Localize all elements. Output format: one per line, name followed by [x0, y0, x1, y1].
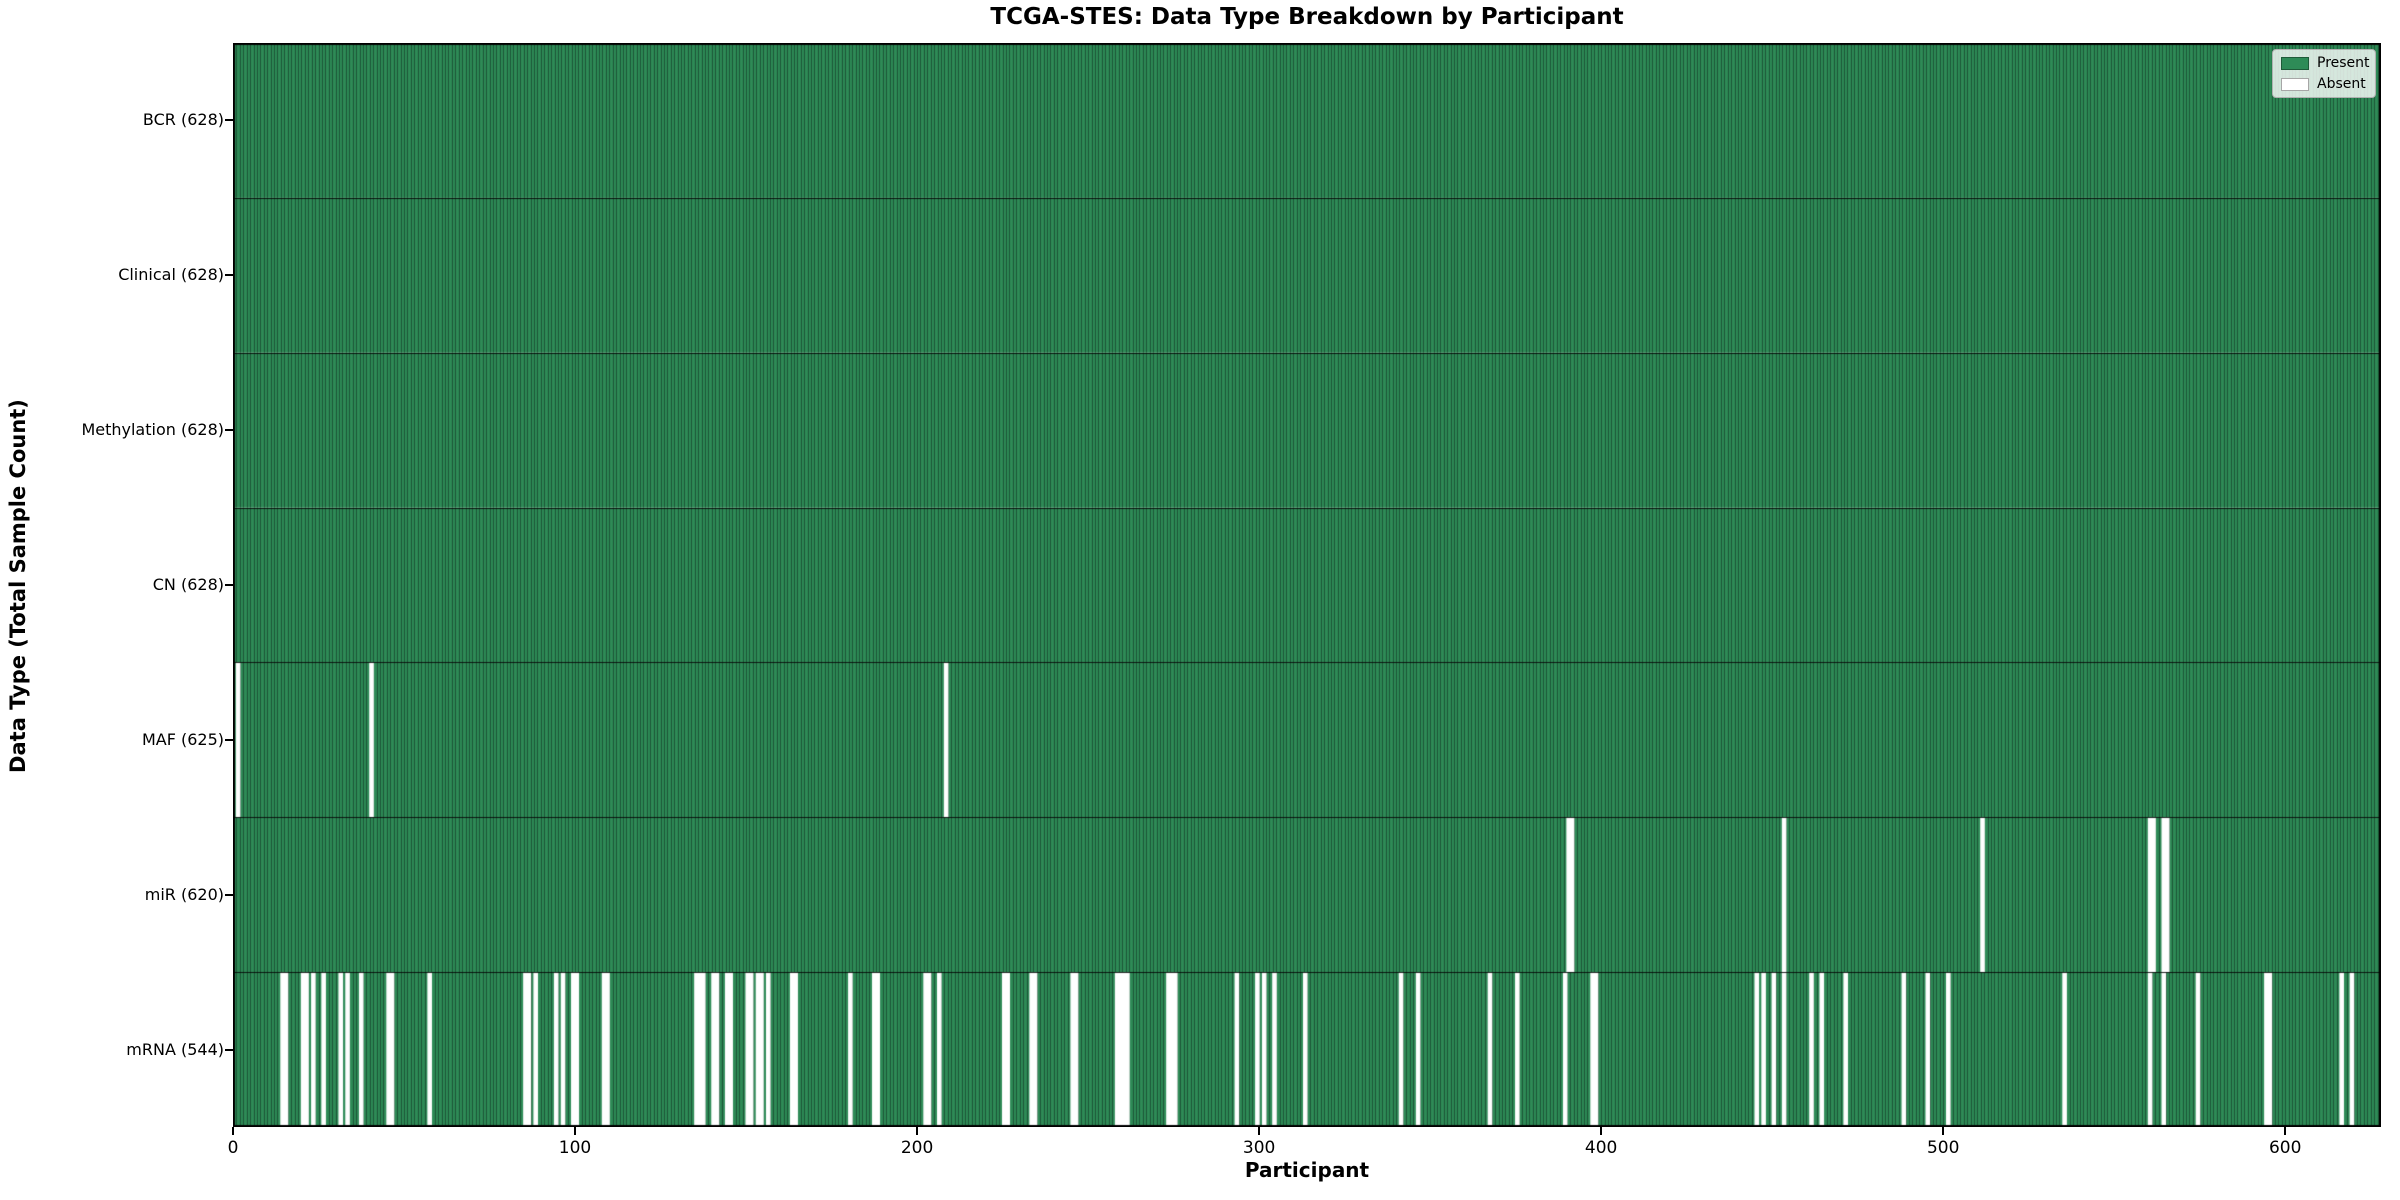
y-tick-mark: [225, 119, 233, 122]
x-tick-label: 400: [1584, 1138, 1618, 1158]
x-tick-mark: [1942, 1127, 1945, 1135]
x-tick-label: 0: [227, 1138, 239, 1158]
y-tick-mark: [225, 738, 233, 741]
x-tick-label: 500: [1926, 1138, 1960, 1158]
x-tick-label: 200: [900, 1138, 934, 1158]
y-tick-mark: [225, 893, 233, 896]
legend-label-present: Present: [2317, 55, 2370, 71]
x-axis-label: Participant: [1244, 1158, 1370, 1182]
y-tick-mark: [225, 1048, 233, 1051]
legend-item-absent: Absent: [2281, 76, 2367, 92]
x-tick-label: 300: [1242, 1138, 1276, 1158]
legend: Present Absent: [2272, 49, 2376, 98]
x-tick-mark: [1258, 1127, 1261, 1135]
legend-item-present: Present: [2281, 55, 2370, 71]
y-tick-label: mRNA (544): [126, 1039, 224, 1059]
legend-swatch-absent-icon: [2281, 77, 2309, 91]
y-tick-label: miR (620): [144, 884, 224, 904]
x-tick-mark: [1600, 1127, 1603, 1135]
x-tick-mark: [574, 1127, 577, 1135]
x-tick-label: 600: [2268, 1138, 2302, 1158]
y-tick-label: BCR (628): [142, 110, 224, 130]
x-tick-mark: [232, 1127, 234, 1135]
legend-label-absent: Absent: [2317, 76, 2366, 92]
y-tick-label: Clinical (628): [118, 265, 224, 285]
y-tick-label: Methylation (628): [81, 420, 224, 440]
y-tick-mark: [225, 584, 233, 586]
chart-title: TCGA-STES: Data Type Breakdown by Partic…: [990, 4, 1624, 30]
y-tick-label: MAF (625): [141, 729, 224, 749]
heatmap-canvas: [233, 43, 2381, 1127]
x-tick-mark: [2284, 1127, 2287, 1135]
y-tick-mark: [225, 274, 233, 277]
x-tick-mark: [916, 1127, 919, 1135]
x-tick-label: 100: [558, 1138, 592, 1158]
y-tick-label: CN (628): [152, 575, 224, 594]
legend-swatch-present-icon: [2281, 56, 2309, 70]
y-tick-mark: [225, 429, 233, 432]
